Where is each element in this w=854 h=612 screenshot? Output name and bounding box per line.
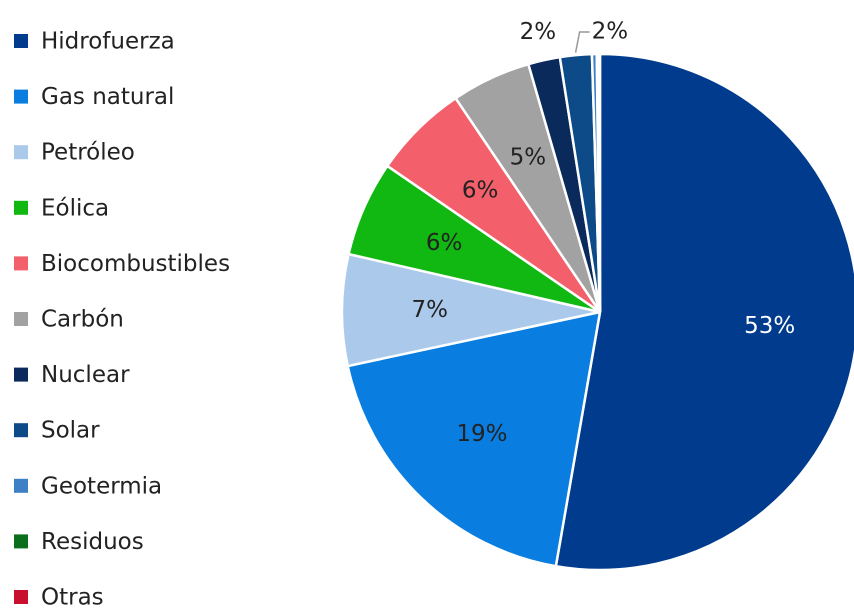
pie-slice [554,52,854,572]
legend-swatch [14,534,28,549]
leader-line [574,31,590,53]
legend-label: Solar [41,418,100,444]
legend-swatch [14,590,28,604]
legend-swatch [14,478,28,493]
legend-swatch [14,423,28,438]
legend-swatch [14,89,28,104]
legend-label: Eólica [41,195,109,221]
legend-label: Geotermia [41,473,162,499]
legend-swatch [14,34,28,48]
legend-label: Otras [41,585,104,611]
slice-label: 5% [510,144,547,170]
legend-swatch [14,312,28,326]
legend-swatch [14,145,28,160]
legend-swatch [14,200,28,215]
pie-slice [346,310,602,568]
legend-label: Biocombustibles [41,251,230,277]
slice-label: 7% [411,297,448,323]
pie-slice [597,52,602,313]
slice-label: 19% [456,421,507,447]
slice-label: 2% [520,19,557,45]
legend-label: Residuos [41,529,144,555]
slice-label: 6% [426,230,463,256]
slice-label: 53% [744,313,795,339]
legend-label: Carbón [41,307,124,333]
legend-label: Nuclear [41,362,130,388]
slice-label: 6% [462,178,499,204]
legend-swatch [14,256,28,271]
pie-slice [340,252,601,368]
legend-label: Gas natural [41,84,174,110]
legend-swatch [14,367,28,382]
legend-label: Petróleo [41,140,135,166]
slice-label: 2% [592,19,629,45]
legend-label: Hidrofuerza [41,29,175,55]
